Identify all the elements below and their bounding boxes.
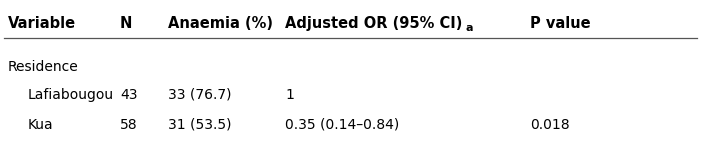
Text: 1: 1 [285,88,294,102]
Text: Variable: Variable [8,16,76,31]
Text: 58: 58 [120,118,137,132]
Text: Lafiabougou: Lafiabougou [28,88,114,102]
Text: Residence: Residence [8,60,79,74]
Text: Kua: Kua [28,118,53,132]
Text: a: a [466,23,473,33]
Text: Anaemia (%): Anaemia (%) [168,16,273,31]
Text: 31 (53.5): 31 (53.5) [168,118,231,132]
Text: 0.35 (0.14–0.84): 0.35 (0.14–0.84) [285,118,400,132]
Text: Adjusted OR (95% CI): Adjusted OR (95% CI) [285,16,463,31]
Text: 33 (76.7): 33 (76.7) [168,88,231,102]
Text: N: N [120,16,132,31]
Text: 43: 43 [120,88,137,102]
Text: P value: P value [530,16,591,31]
Text: 0.018: 0.018 [530,118,570,132]
